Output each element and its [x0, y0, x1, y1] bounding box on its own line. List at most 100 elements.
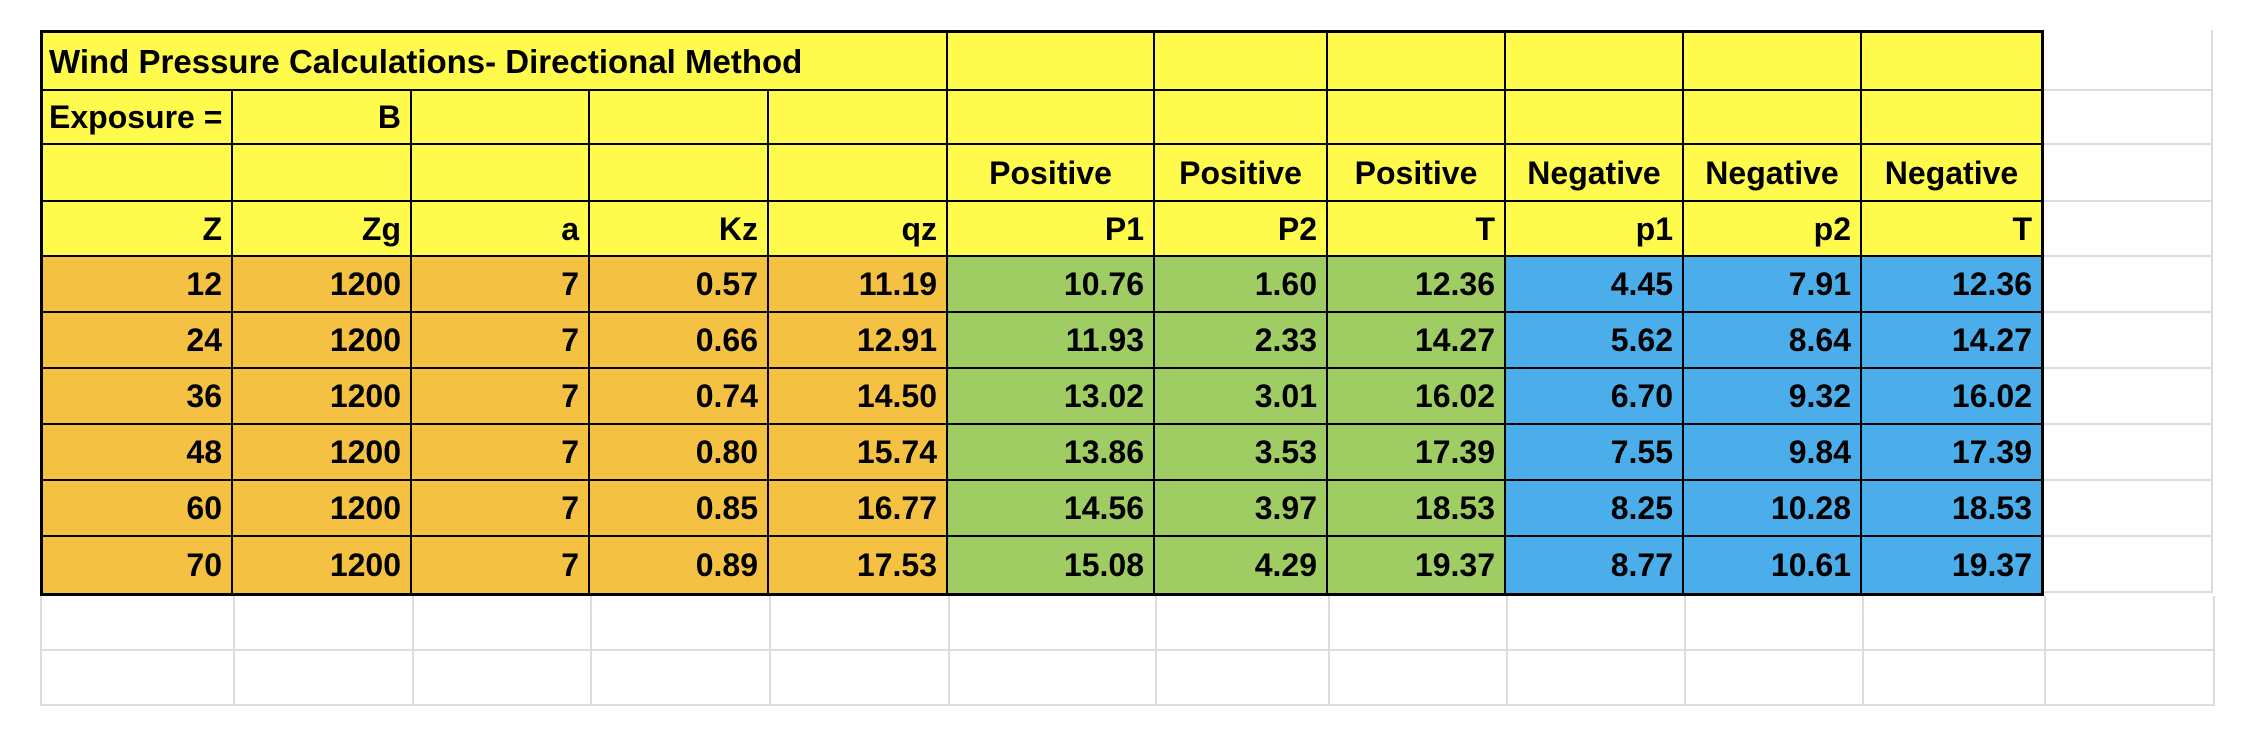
data-cell-r6-c5[interactable]: 17.53 — [769, 537, 948, 593]
empty-cell[interactable] — [412, 91, 590, 145]
data-cell-r3-c6[interactable]: 13.02 — [948, 369, 1155, 425]
header-t-positive[interactable]: T — [1328, 202, 1506, 257]
data-cell-r4-c8[interactable]: 17.39 — [1328, 425, 1506, 481]
data-cell-r6-c11[interactable]: 19.37 — [1862, 537, 2041, 593]
group-header-positive-1[interactable]: Positive — [948, 145, 1155, 202]
empty-cell[interactable] — [1508, 596, 1686, 651]
empty-cell[interactable] — [2044, 257, 2213, 313]
empty-cell[interactable] — [1155, 91, 1328, 145]
data-cell-r3-c10[interactable]: 9.32 — [1684, 369, 1862, 425]
data-cell-r2-c2[interactable]: 1200 — [233, 313, 412, 369]
data-cell-r4-c9[interactable]: 7.55 — [1506, 425, 1684, 481]
empty-cell[interactable] — [235, 596, 414, 651]
data-cell-r5-c3[interactable]: 7 — [412, 481, 590, 537]
data-cell-r3-c11[interactable]: 16.02 — [1862, 369, 2041, 425]
group-header-negative-2[interactable]: Negative — [1684, 145, 1862, 202]
empty-cell[interactable] — [2044, 481, 2213, 537]
empty-cell[interactable] — [950, 596, 1157, 651]
empty-cell[interactable] — [414, 596, 592, 651]
data-cell-r5-c4[interactable]: 0.85 — [590, 481, 769, 537]
data-cell-r1-c4[interactable]: 0.57 — [590, 257, 769, 313]
data-cell-r5-c10[interactable]: 10.28 — [1684, 481, 1862, 537]
data-cell-r4-c3[interactable]: 7 — [412, 425, 590, 481]
empty-cell[interactable] — [2044, 313, 2213, 369]
data-cell-r2-c3[interactable]: 7 — [412, 313, 590, 369]
empty-cell[interactable] — [1328, 33, 1506, 91]
empty-cell[interactable] — [42, 651, 235, 706]
data-cell-r5-c2[interactable]: 1200 — [233, 481, 412, 537]
data-cell-r2-c7[interactable]: 2.33 — [1155, 313, 1328, 369]
data-cell-r6-c3[interactable]: 7 — [412, 537, 590, 593]
empty-cell[interactable] — [592, 596, 771, 651]
data-cell-r6-c7[interactable]: 4.29 — [1155, 537, 1328, 593]
data-cell-r5-c7[interactable]: 3.97 — [1155, 481, 1328, 537]
data-cell-r2-c5[interactable]: 12.91 — [769, 313, 948, 369]
data-cell-r1-c10[interactable]: 7.91 — [1684, 257, 1862, 313]
data-cell-r1-c5[interactable]: 11.19 — [769, 257, 948, 313]
data-cell-r5-c11[interactable]: 18.53 — [1862, 481, 2041, 537]
empty-cell[interactable] — [1686, 596, 1864, 651]
data-cell-r3-c4[interactable]: 0.74 — [590, 369, 769, 425]
empty-cell[interactable] — [948, 33, 1155, 91]
empty-cell[interactable] — [1686, 651, 1864, 706]
header-p1-negative[interactable]: p1 — [1506, 202, 1684, 257]
data-cell-r1-c7[interactable]: 1.60 — [1155, 257, 1328, 313]
empty-cell[interactable] — [412, 145, 590, 202]
empty-cell[interactable] — [1157, 596, 1330, 651]
empty-cell[interactable] — [592, 651, 771, 706]
empty-cell[interactable] — [1684, 91, 1862, 145]
sheet-title-cell[interactable]: Wind Pressure Calculations- Directional … — [43, 33, 948, 91]
data-cell-r2-c6[interactable]: 11.93 — [948, 313, 1155, 369]
data-cell-r2-c11[interactable]: 14.27 — [1862, 313, 2041, 369]
empty-cell[interactable] — [771, 596, 950, 651]
empty-cell[interactable] — [414, 651, 592, 706]
header-a[interactable]: a — [412, 202, 590, 257]
empty-cell[interactable] — [1862, 91, 2041, 145]
empty-cell[interactable] — [771, 651, 950, 706]
data-cell-r6-c6[interactable]: 15.08 — [948, 537, 1155, 593]
header-p2-positive[interactable]: P2 — [1155, 202, 1328, 257]
data-cell-r3-c1[interactable]: 36 — [43, 369, 233, 425]
data-cell-r1-c6[interactable]: 10.76 — [948, 257, 1155, 313]
data-cell-r5-c6[interactable]: 14.56 — [948, 481, 1155, 537]
data-cell-r6-c4[interactable]: 0.89 — [590, 537, 769, 593]
data-cell-r3-c8[interactable]: 16.02 — [1328, 369, 1506, 425]
data-cell-r2-c9[interactable]: 5.62 — [1506, 313, 1684, 369]
empty-cell[interactable] — [1506, 33, 1684, 91]
empty-cell[interactable] — [235, 651, 414, 706]
exposure-label-cell[interactable]: Exposure = — [43, 91, 233, 145]
empty-cell[interactable] — [42, 596, 235, 651]
header-zg[interactable]: Zg — [233, 202, 412, 257]
empty-cell[interactable] — [1330, 651, 1508, 706]
data-cell-r6-c2[interactable]: 1200 — [233, 537, 412, 593]
data-cell-r1-c2[interactable]: 1200 — [233, 257, 412, 313]
data-cell-r1-c3[interactable]: 7 — [412, 257, 590, 313]
empty-cell[interactable] — [769, 91, 948, 145]
data-cell-r6-c1[interactable]: 70 — [43, 537, 233, 593]
empty-cell[interactable] — [950, 651, 1157, 706]
header-p1-positive[interactable]: P1 — [948, 202, 1155, 257]
empty-cell[interactable] — [590, 145, 769, 202]
data-cell-r4-c2[interactable]: 1200 — [233, 425, 412, 481]
empty-cell[interactable] — [1862, 33, 2041, 91]
data-cell-r2-c8[interactable]: 14.27 — [1328, 313, 1506, 369]
group-header-negative-1[interactable]: Negative — [1506, 145, 1684, 202]
data-cell-r4-c6[interactable]: 13.86 — [948, 425, 1155, 481]
data-cell-r1-c8[interactable]: 12.36 — [1328, 257, 1506, 313]
empty-cell[interactable] — [948, 91, 1155, 145]
empty-cell[interactable] — [2046, 596, 2215, 651]
data-cell-r4-c10[interactable]: 9.84 — [1684, 425, 1862, 481]
empty-cell[interactable] — [2044, 369, 2213, 425]
empty-cell[interactable] — [1330, 596, 1508, 651]
data-cell-r5-c1[interactable]: 60 — [43, 481, 233, 537]
group-header-positive-2[interactable]: Positive — [1155, 145, 1328, 202]
group-header-positive-3[interactable]: Positive — [1328, 145, 1506, 202]
empty-cell[interactable] — [2044, 91, 2213, 145]
data-cell-r2-c1[interactable]: 24 — [43, 313, 233, 369]
empty-cell[interactable] — [1157, 651, 1330, 706]
header-p2-negative[interactable]: p2 — [1684, 202, 1862, 257]
data-cell-r3-c9[interactable]: 6.70 — [1506, 369, 1684, 425]
data-cell-r5-c8[interactable]: 18.53 — [1328, 481, 1506, 537]
empty-cell[interactable] — [2044, 425, 2213, 481]
empty-cell[interactable] — [769, 145, 948, 202]
